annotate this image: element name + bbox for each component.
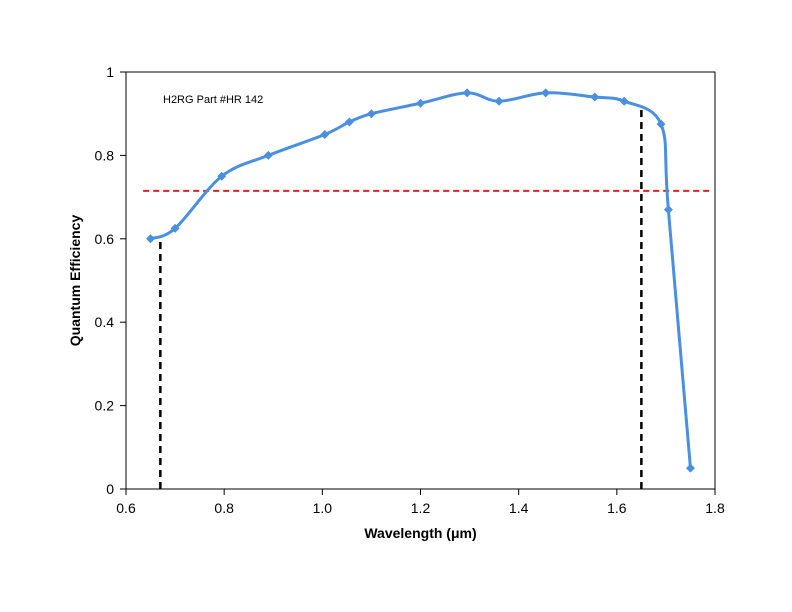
y-tick-label: 0 bbox=[106, 481, 114, 497]
x-axis-title: Wavelength (μm) bbox=[364, 525, 476, 541]
x-tick-label: 0.6 bbox=[116, 500, 136, 516]
y-tick-label: 0.6 bbox=[95, 231, 115, 247]
data-point bbox=[494, 96, 504, 106]
x-tick-label: 1.6 bbox=[607, 500, 627, 516]
data-point bbox=[217, 171, 227, 181]
x-tick-label: 1.2 bbox=[411, 500, 431, 516]
y-axis-title: Quantum Efficiency bbox=[67, 215, 83, 347]
data-point bbox=[619, 96, 629, 106]
data-point bbox=[263, 150, 273, 160]
y-tick-label: 0.4 bbox=[95, 314, 115, 330]
y-tick-label: 1 bbox=[106, 64, 114, 80]
y-tick-label: 0.2 bbox=[95, 398, 115, 414]
plot-area bbox=[125, 71, 716, 490]
x-tick-label: 1.0 bbox=[313, 500, 333, 516]
data-point bbox=[656, 119, 666, 129]
x-tick-label: 0.8 bbox=[214, 500, 234, 516]
axis-tick-labels: 0.6 0.8 1.0 1.2 1.4 1.6 1.8 0 0.2 0.4 0.6 0.8 1 bbox=[95, 64, 725, 516]
series-group bbox=[146, 88, 695, 473]
x-tick-label: 1.4 bbox=[509, 500, 529, 516]
y-tick-label: 0.8 bbox=[95, 147, 115, 163]
x-tick-label: 1.8 bbox=[705, 500, 725, 516]
data-point bbox=[685, 463, 695, 473]
annotation-label: H2RG Part #HR 142 bbox=[163, 94, 263, 106]
data-point bbox=[590, 92, 600, 102]
reference-lines bbox=[143, 107, 713, 489]
data-point bbox=[416, 98, 425, 108]
axis-ticks bbox=[120, 71, 716, 495]
data-point bbox=[663, 205, 673, 215]
data-point bbox=[366, 109, 376, 119]
data-point bbox=[146, 234, 156, 244]
data-point bbox=[462, 88, 472, 98]
data-point bbox=[344, 117, 354, 127]
data-point bbox=[541, 88, 551, 98]
data-point bbox=[320, 130, 330, 140]
data-point bbox=[170, 223, 180, 233]
